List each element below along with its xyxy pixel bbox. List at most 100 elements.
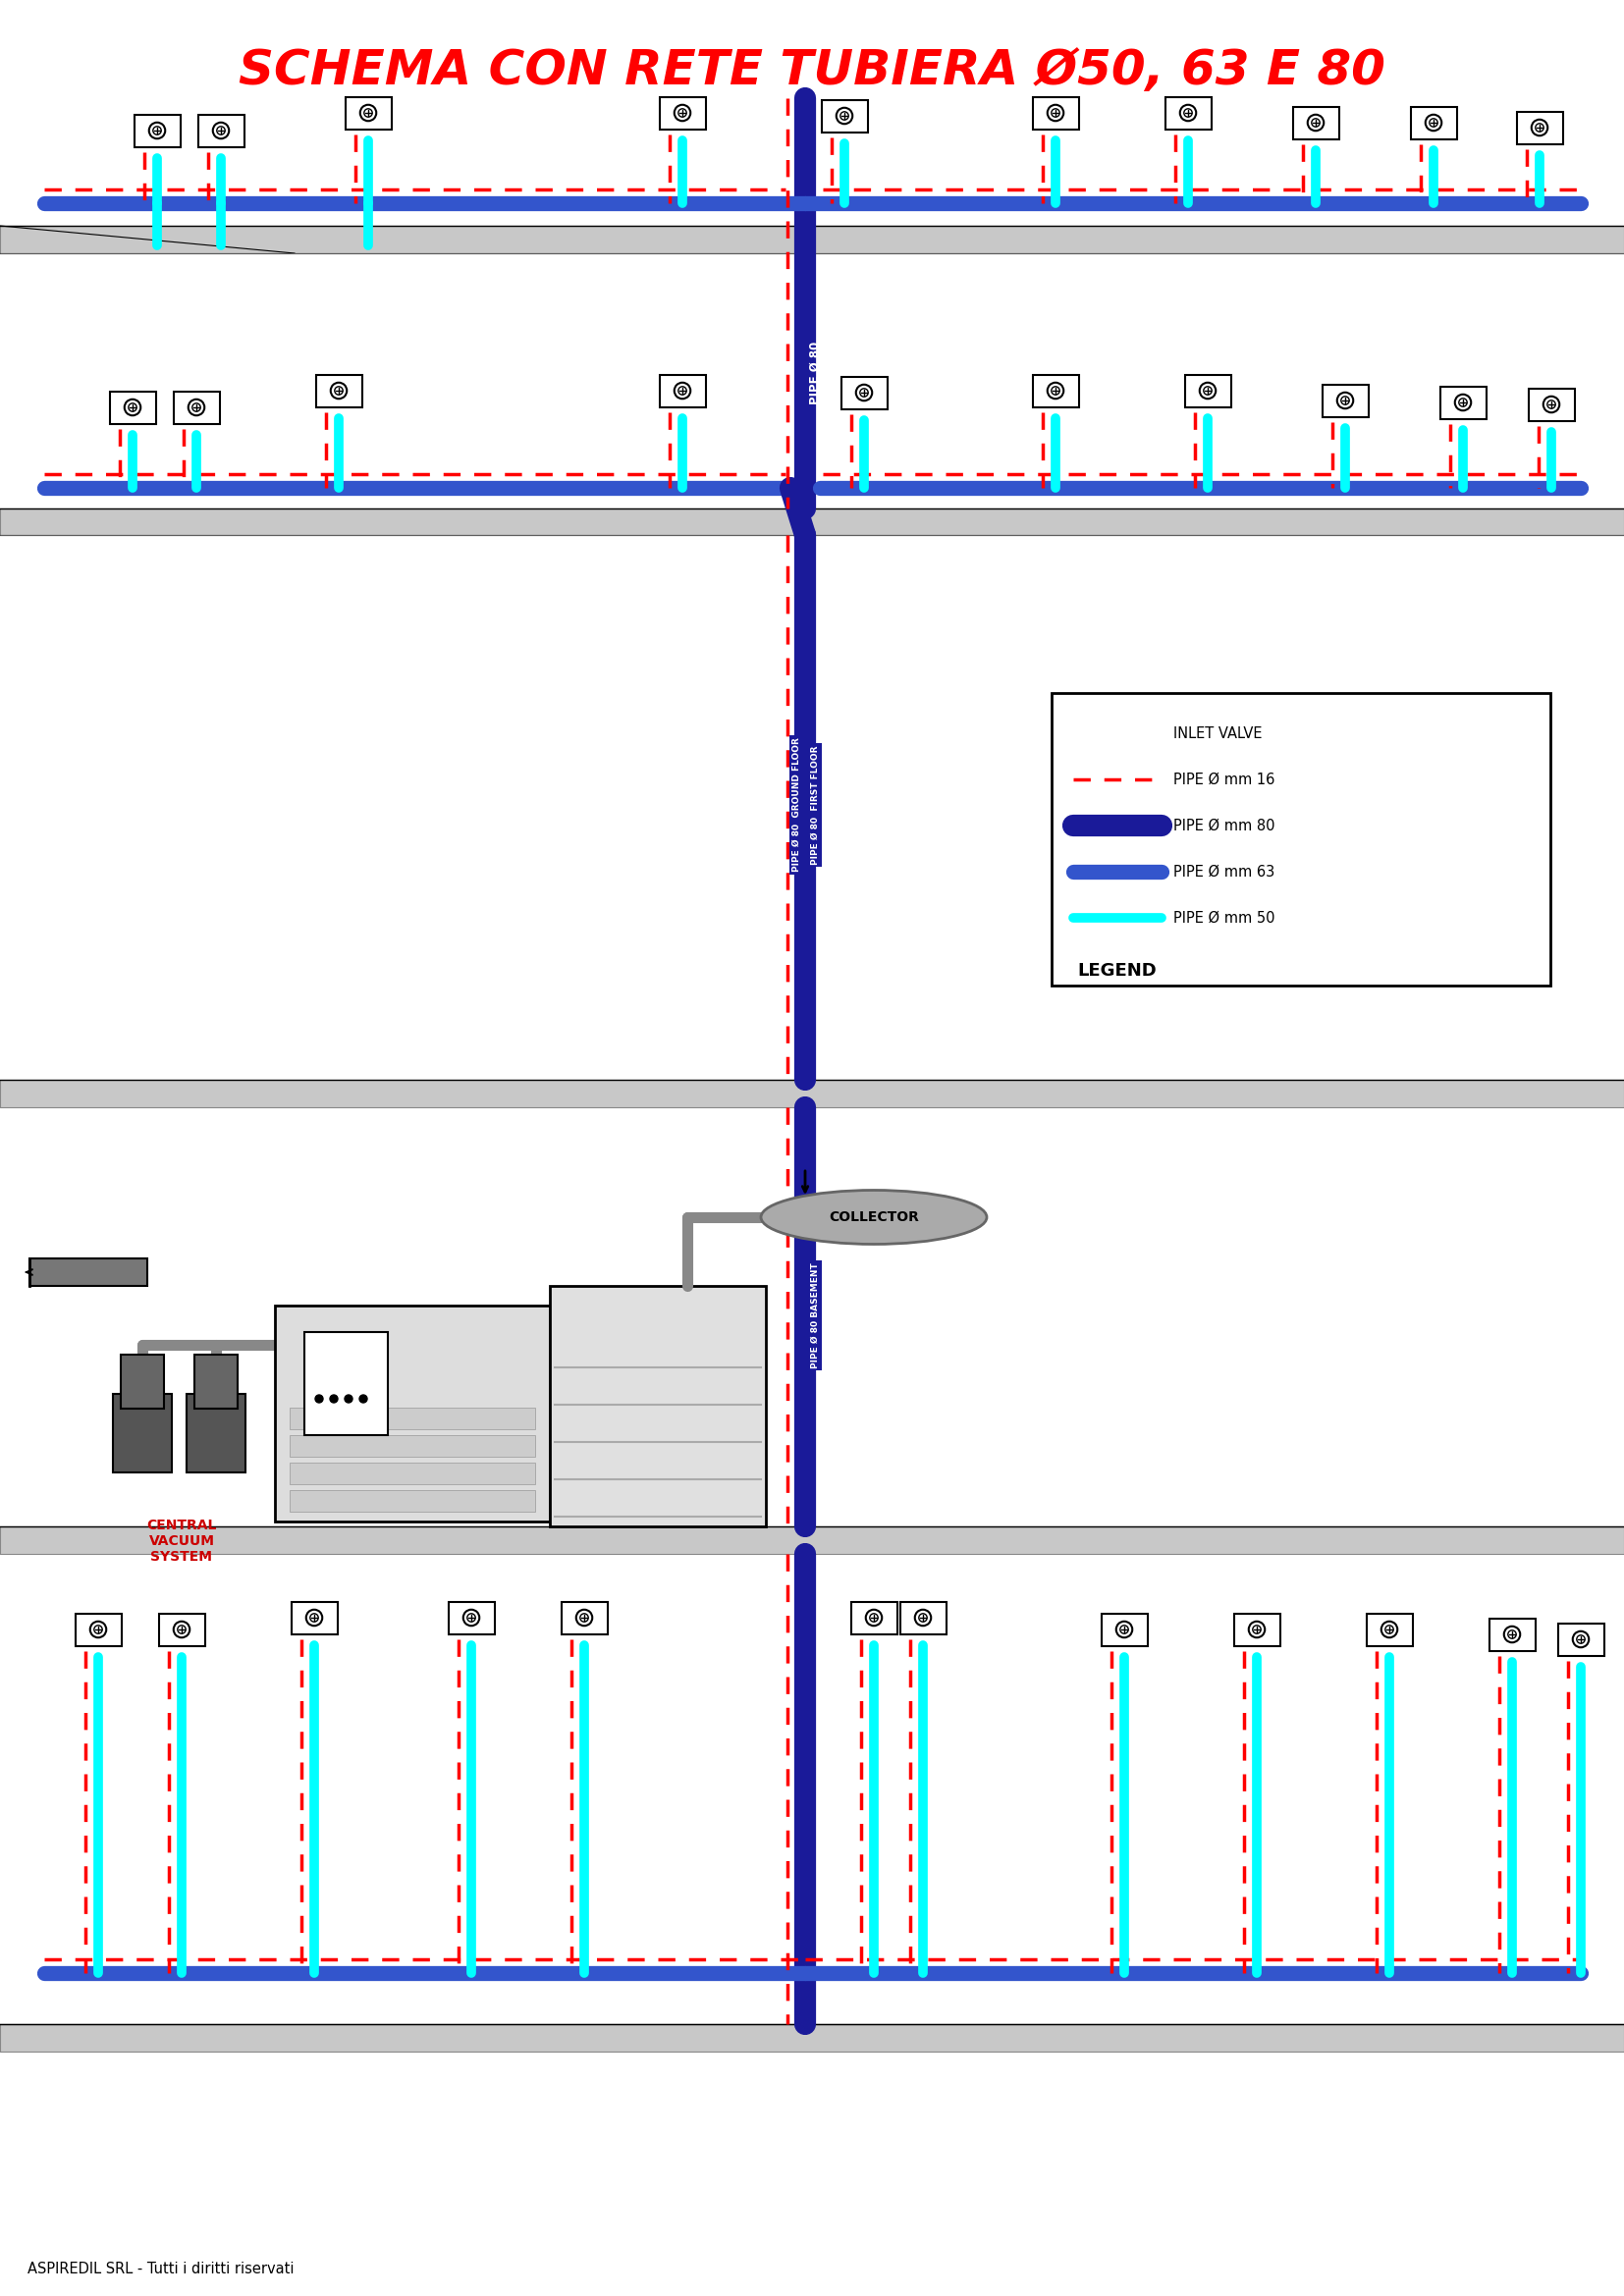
Text: ASPIREDIL SRL - Tutti i diritti riservati: ASPIREDIL SRL - Tutti i diritti riservat… [28,2262,294,2278]
Circle shape [1382,1621,1397,1637]
FancyBboxPatch shape [851,1603,896,1635]
Circle shape [344,1396,352,1403]
FancyBboxPatch shape [1411,106,1457,138]
Circle shape [1548,400,1556,409]
Ellipse shape [762,1189,987,1244]
Circle shape [174,1621,190,1637]
Circle shape [177,1626,185,1635]
Bar [0,507,1624,535]
FancyBboxPatch shape [198,115,244,147]
Text: COLLECTOR: COLLECTOR [828,1210,919,1224]
Bar [289,1407,536,1428]
Circle shape [674,383,690,400]
Circle shape [1121,1626,1129,1635]
Text: PIPE Ø 80 BASEMENT: PIPE Ø 80 BASEMENT [810,1263,820,1368]
FancyBboxPatch shape [659,374,705,406]
Circle shape [1103,730,1109,737]
Bar [0,2025,1624,2053]
FancyBboxPatch shape [448,1603,494,1635]
FancyBboxPatch shape [1101,1614,1147,1646]
Circle shape [1101,728,1112,739]
FancyBboxPatch shape [822,99,867,133]
FancyBboxPatch shape [900,1603,947,1635]
Circle shape [679,108,687,117]
Text: PIPE Ø 80: PIPE Ø 80 [809,342,822,404]
Bar [195,1355,237,1410]
Circle shape [919,1614,927,1621]
Circle shape [1116,1621,1132,1637]
Bar [274,1306,551,1522]
Circle shape [1184,108,1192,117]
Text: CENTRAL
VACUUM
SYSTEM: CENTRAL VACUUM SYSTEM [146,1518,216,1564]
FancyBboxPatch shape [1088,721,1124,746]
Circle shape [1051,108,1059,117]
Circle shape [580,1614,588,1621]
Circle shape [1047,106,1064,122]
FancyBboxPatch shape [1184,374,1231,406]
Text: PIPE Ø mm 80: PIPE Ø mm 80 [1173,817,1275,833]
FancyBboxPatch shape [346,96,391,129]
Circle shape [94,1626,102,1635]
Circle shape [468,1614,476,1621]
Circle shape [128,404,136,411]
Circle shape [1577,1635,1585,1644]
Circle shape [89,1621,106,1637]
Circle shape [840,113,848,119]
Bar [0,225,1624,253]
FancyBboxPatch shape [1033,374,1078,406]
FancyBboxPatch shape [135,115,180,147]
Circle shape [1312,119,1320,126]
Text: PIPE Ø mm 63: PIPE Ø mm 63 [1173,863,1275,879]
FancyBboxPatch shape [659,96,705,129]
Circle shape [1504,1626,1520,1642]
Circle shape [674,106,690,122]
Text: PIPE Ø mm 16: PIPE Ø mm 16 [1173,771,1275,788]
Circle shape [914,1609,931,1626]
Circle shape [1307,115,1324,131]
Bar [29,1258,148,1286]
Circle shape [1543,397,1559,413]
FancyBboxPatch shape [1033,96,1078,129]
Circle shape [153,126,161,135]
Circle shape [1252,1626,1260,1635]
Circle shape [870,1614,879,1621]
Circle shape [861,388,869,397]
Bar [304,1332,388,1435]
Circle shape [463,1609,479,1626]
Circle shape [364,108,372,117]
Circle shape [330,1396,338,1403]
FancyBboxPatch shape [1322,383,1369,416]
Circle shape [149,122,166,138]
FancyBboxPatch shape [1366,1614,1413,1646]
FancyBboxPatch shape [174,390,219,422]
Bar [289,1435,536,1456]
Circle shape [125,400,141,416]
Circle shape [1047,383,1064,400]
Circle shape [213,122,229,138]
Circle shape [1458,397,1466,406]
Circle shape [361,106,377,122]
Circle shape [335,386,343,395]
Bar [551,1286,767,1527]
FancyBboxPatch shape [841,377,887,409]
FancyBboxPatch shape [1557,1623,1605,1655]
Circle shape [1426,115,1442,131]
Circle shape [1203,386,1212,395]
Circle shape [836,108,853,124]
Text: PIPE Ø mm 50: PIPE Ø mm 50 [1173,912,1275,925]
FancyBboxPatch shape [109,390,156,422]
Text: SCHEMA CON RETE TUBIERA Ø50, 63 E 80: SCHEMA CON RETE TUBIERA Ø50, 63 E 80 [239,48,1385,94]
Circle shape [192,404,200,411]
Bar [120,1355,164,1410]
Circle shape [1341,397,1350,404]
Circle shape [310,1614,318,1621]
Circle shape [331,383,348,400]
FancyBboxPatch shape [1528,388,1574,420]
Circle shape [1535,124,1544,131]
Circle shape [679,386,687,395]
Circle shape [1429,119,1437,126]
Circle shape [1572,1630,1588,1649]
Circle shape [305,1609,322,1626]
FancyBboxPatch shape [1293,106,1338,138]
Circle shape [1200,383,1216,400]
